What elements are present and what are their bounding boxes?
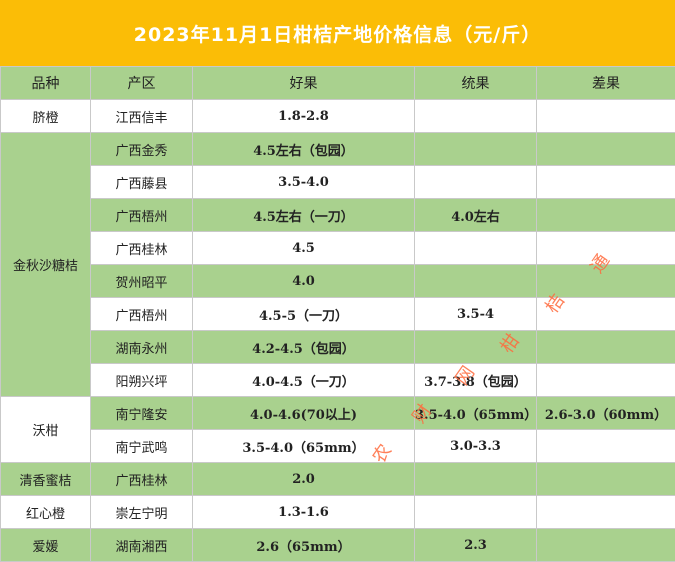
variety-cell: 红心橙 xyxy=(1,496,91,529)
variety-cell: 金秋沙糖桔 xyxy=(1,133,91,397)
variety-cell: 清香蜜桔 xyxy=(1,463,91,496)
mixed-price-cell xyxy=(415,496,537,529)
title-bar: 2023年11月1日柑桔产地价格信息（元/斤） xyxy=(0,0,675,66)
header-variety: 品种 xyxy=(1,67,91,100)
poor-price-cell xyxy=(537,496,675,529)
poor-price-cell xyxy=(537,166,675,199)
header-good: 好果 xyxy=(193,67,415,100)
poor-price-cell xyxy=(537,529,675,562)
region-cell: 湖南永州 xyxy=(91,331,193,364)
region-cell: 广西梧州 xyxy=(91,298,193,331)
region-cell: 湖南湘西 xyxy=(91,529,193,562)
good-price-cell: 4.0-4.6(70以上) xyxy=(193,397,415,430)
table-row: 金秋沙糖桔 广西金秀 4.5左右（包园） xyxy=(1,133,675,166)
mixed-price-cell: 2.3 xyxy=(415,529,537,562)
good-price-cell: 4.5左右（包园） xyxy=(193,133,415,166)
mixed-price-cell xyxy=(415,265,537,298)
region-cell: 广西桂林 xyxy=(91,463,193,496)
mixed-price-cell xyxy=(415,133,537,166)
table-row: 阳朔兴坪 4.0-4.5（一刀） 3.7-3.8（包园） xyxy=(1,364,675,397)
poor-price-cell xyxy=(537,364,675,397)
region-cell: 贺州昭平 xyxy=(91,265,193,298)
table-row: 脐橙 江西信丰 1.8-2.8 xyxy=(1,100,675,133)
mixed-price-cell: 3.5-4 xyxy=(415,298,537,331)
table-row: 爱媛 湖南湘西 2.6（65mm） 2.3 xyxy=(1,529,675,562)
region-cell: 崇左宁明 xyxy=(91,496,193,529)
good-price-cell: 4.5左右（一刀） xyxy=(193,199,415,232)
poor-price-cell xyxy=(537,430,675,463)
poor-price-cell xyxy=(537,331,675,364)
poor-price-cell xyxy=(537,133,675,166)
header-row: 品种 产区 好果 统果 差果 xyxy=(1,67,675,100)
good-price-cell: 1.8-2.8 xyxy=(193,100,415,133)
good-price-cell: 4.2-4.5（包园） xyxy=(193,331,415,364)
mixed-price-cell xyxy=(415,166,537,199)
table-row: 沃柑 南宁隆安 4.0-4.6(70以上) 3.5-4.0（65mm） 2.6-… xyxy=(1,397,675,430)
header-poor: 差果 xyxy=(537,67,675,100)
region-cell: 南宁武鸣 xyxy=(91,430,193,463)
table-row: 广西梧州 4.5左右（一刀） 4.0左右 xyxy=(1,199,675,232)
good-price-cell: 4.5-5（一刀） xyxy=(193,298,415,331)
mixed-price-cell: 4.0左右 xyxy=(415,199,537,232)
poor-price-cell xyxy=(537,199,675,232)
table-row: 湖南永州 4.2-4.5（包园） xyxy=(1,331,675,364)
variety-cell: 脐橙 xyxy=(1,100,91,133)
region-cell: 广西桂林 xyxy=(91,232,193,265)
mixed-price-cell: 3.0-3.3 xyxy=(415,430,537,463)
variety-cell: 爱媛 xyxy=(1,529,91,562)
poor-price-cell xyxy=(537,463,675,496)
header-mixed: 统果 xyxy=(415,67,537,100)
good-price-cell: 4.5 xyxy=(193,232,415,265)
good-price-cell: 2.6（65mm） xyxy=(193,529,415,562)
region-cell: 广西金秀 xyxy=(91,133,193,166)
region-cell: 广西梧州 xyxy=(91,199,193,232)
mixed-price-cell xyxy=(415,232,537,265)
region-cell: 南宁隆安 xyxy=(91,397,193,430)
region-cell: 阳朔兴坪 xyxy=(91,364,193,397)
good-price-cell: 4.0 xyxy=(193,265,415,298)
table-row: 南宁武鸣 3.5-4.0（65mm） 3.0-3.3 xyxy=(1,430,675,463)
mixed-price-cell xyxy=(415,463,537,496)
region-cell: 江西信丰 xyxy=(91,100,193,133)
poor-price-cell: 2.6-3.0（60mm） xyxy=(537,397,675,430)
good-price-cell: 4.0-4.5（一刀） xyxy=(193,364,415,397)
mixed-price-cell xyxy=(415,100,537,133)
table-row: 广西桂林 4.5 xyxy=(1,232,675,265)
variety-cell: 沃柑 xyxy=(1,397,91,463)
page-title: 2023年11月1日柑桔产地价格信息（元/斤） xyxy=(134,20,541,47)
good-price-cell: 3.5-4.0 xyxy=(193,166,415,199)
table-row: 广西藤县 3.5-4.0 xyxy=(1,166,675,199)
poor-price-cell xyxy=(537,100,675,133)
price-table: 品种 产区 好果 统果 差果 脐橙 江西信丰 1.8-2.8 金秋沙糖桔 广西金… xyxy=(0,66,675,562)
table-row: 红心橙 崇左宁明 1.3-1.6 xyxy=(1,496,675,529)
table-row: 清香蜜桔 广西桂林 2.0 xyxy=(1,463,675,496)
good-price-cell: 1.3-1.6 xyxy=(193,496,415,529)
region-cell: 广西藤县 xyxy=(91,166,193,199)
good-price-cell: 2.0 xyxy=(193,463,415,496)
table-row: 广西梧州 4.5-5（一刀） 3.5-4 xyxy=(1,298,675,331)
table-row: 贺州昭平 4.0 xyxy=(1,265,675,298)
header-region: 产区 xyxy=(91,67,193,100)
